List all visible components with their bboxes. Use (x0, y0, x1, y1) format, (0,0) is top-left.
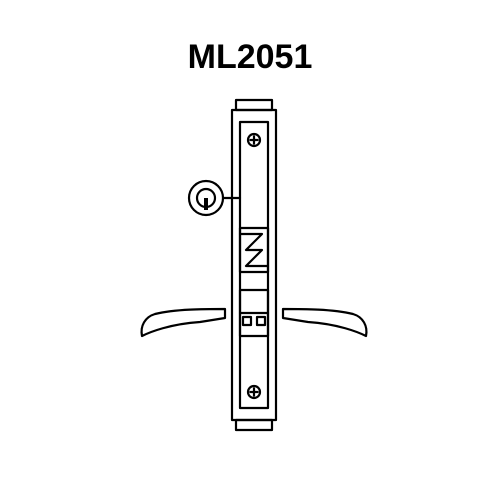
diagram-canvas: ML2051 (0, 0, 500, 500)
bottom-screw (248, 386, 260, 398)
hub-slot-left (243, 317, 251, 325)
lever-left (142, 309, 225, 336)
lock-line-drawing (0, 0, 500, 500)
latch-bolt (240, 234, 268, 266)
lever-right (283, 309, 366, 336)
hub-slot-right (257, 317, 265, 325)
top-cap (236, 100, 272, 110)
bottom-cap (236, 420, 272, 430)
top-screw (248, 134, 260, 146)
cylinder-keyway (204, 198, 208, 210)
